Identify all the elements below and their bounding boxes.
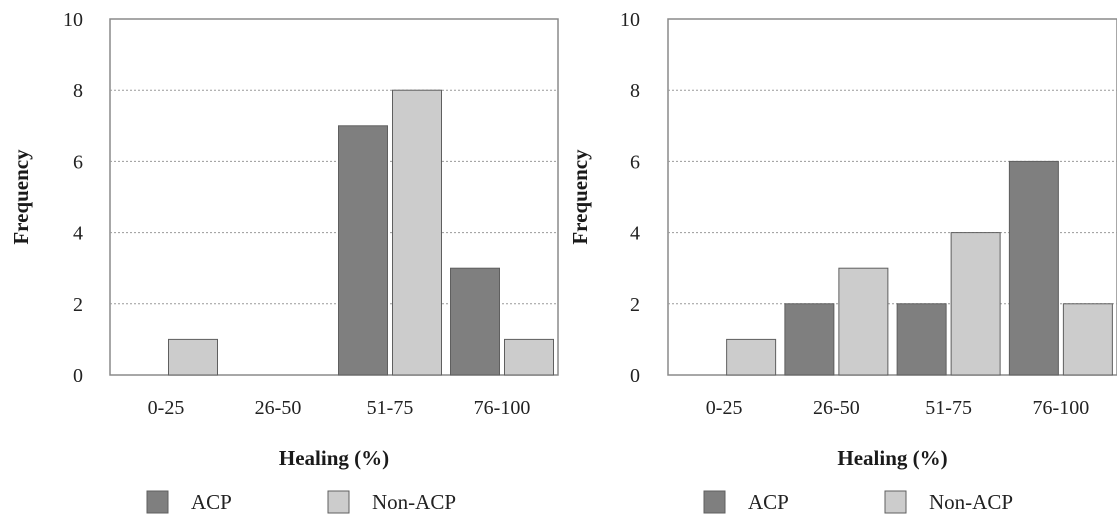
y-tick-label: 10 (620, 9, 640, 31)
bar-acp (784, 303, 835, 376)
bar-acp (896, 303, 947, 376)
chart-right: 0 2 4 6 8 10 0-25 26-50 51-75 76-100 Healing (%) Fr… (568, 9, 1117, 514)
legend-swatch-acp (146, 490, 169, 514)
legend-label: ACP (191, 490, 232, 514)
bar-non-acp (392, 89, 442, 376)
x-tick-label: 76-100 (1033, 397, 1090, 419)
bar-non-acp (726, 338, 777, 376)
y-tick-label: 2 (630, 294, 640, 316)
legend-label: Non-ACP (929, 490, 1013, 514)
y-tick-label: 8 (630, 80, 640, 102)
legend-swatch-non-acp (884, 490, 907, 514)
y-tick-label: 8 (73, 80, 83, 102)
bar-non-acp (838, 267, 889, 376)
x-tick-label: 51-75 (925, 397, 972, 419)
x-axis-title: Healing (%) (279, 446, 389, 470)
y-tick-label: 6 (630, 151, 640, 173)
x-tick-label: 26-50 (255, 397, 302, 419)
y-axis-title: Frequency (568, 149, 592, 245)
x-tick-label: 51-75 (367, 397, 414, 419)
x-axis-title: Healing (%) (837, 446, 947, 470)
bar-non-acp (950, 232, 1001, 376)
y-tick-label: 0 (73, 365, 83, 387)
chart-left: 0 2 4 6 8 10 0-25 26-50 51-75 76-100 Healing (%) Fr… (9, 9, 559, 514)
y-tick-label: 10 (63, 9, 83, 31)
bar-non-acp (504, 338, 554, 376)
bar-non-acp (168, 338, 218, 376)
legend-swatch-non-acp (327, 490, 350, 514)
y-tick-label: 6 (73, 151, 83, 173)
x-tick-label: 26-50 (813, 397, 860, 419)
y-tick-label: 4 (73, 223, 83, 245)
y-axis-title: Frequency (9, 149, 33, 245)
bar-non-acp (1062, 303, 1113, 376)
y-tick-label: 4 (630, 223, 640, 245)
legend-label: Non-ACP (372, 490, 456, 514)
x-tick-label: 0-25 (148, 397, 185, 419)
x-tick-label: 0-25 (706, 397, 743, 419)
legend-label: ACP (748, 490, 789, 514)
y-tick-label: 2 (73, 294, 83, 316)
x-tick-label: 76-100 (474, 397, 531, 419)
bar-acp (450, 267, 500, 376)
legend-swatch-acp (703, 490, 726, 514)
bar-acp (338, 125, 388, 376)
y-tick-label: 0 (630, 365, 640, 387)
bar-acp (1008, 160, 1059, 376)
